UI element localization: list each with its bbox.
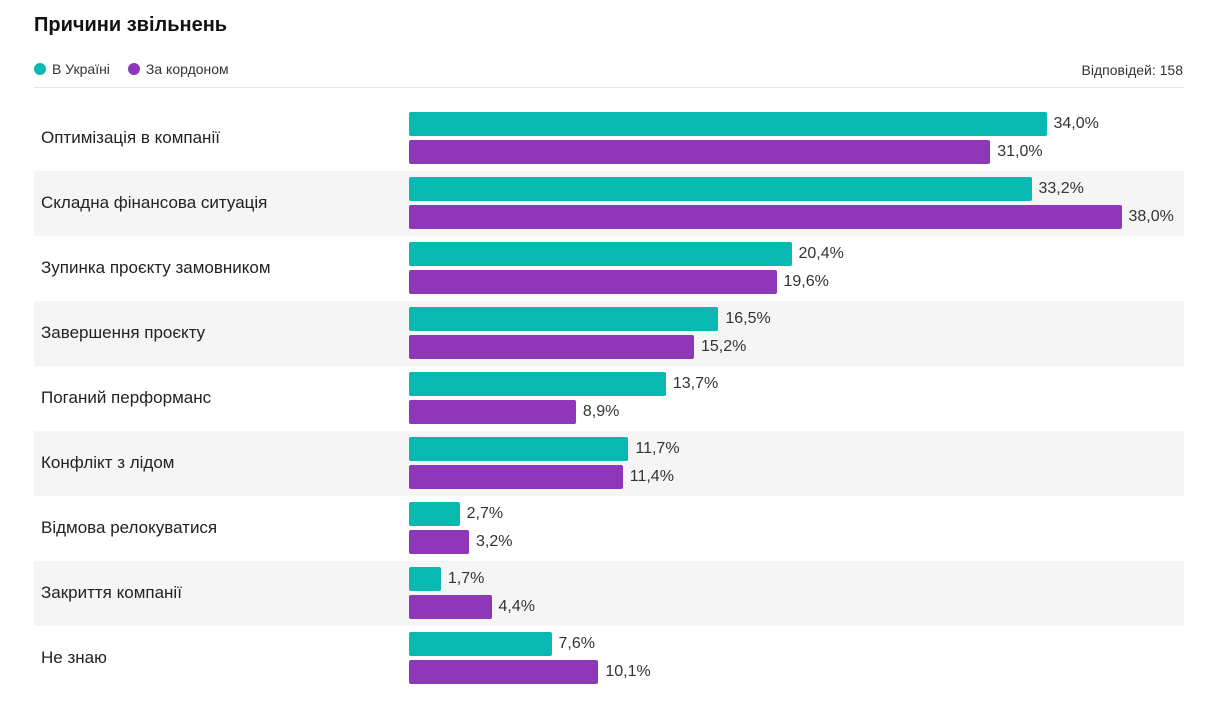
bar-abroad <box>409 465 623 489</box>
value-label-ukraine: 1,7% <box>447 570 485 587</box>
value-label-ukraine: 20,4% <box>798 245 844 262</box>
responses-count: Відповідей: 158 <box>1081 62 1183 78</box>
value-label-ukraine: 16,5% <box>725 310 771 327</box>
bar-ukraine <box>409 242 792 266</box>
category-label: Оптимізація в компанії <box>41 128 220 147</box>
category-label: Відмова релокуватися <box>41 518 218 537</box>
bar-ukraine <box>409 502 460 526</box>
category-label: Закриття компанії <box>41 583 182 602</box>
legend-label-ukraine: В Україні <box>52 61 110 77</box>
value-label-abroad: 38,0% <box>1128 208 1174 225</box>
legend-dot-abroad <box>127 63 140 75</box>
bar-ukraine <box>409 372 666 396</box>
chart-title: Причини звільнень <box>34 14 228 36</box>
value-label-abroad: 4,4% <box>498 598 535 615</box>
header-divider <box>34 87 1184 88</box>
category-label: Завершення проєкту <box>41 323 206 342</box>
row-background <box>34 561 1184 626</box>
bar-abroad <box>409 335 694 359</box>
legend-label-abroad: За кордоном <box>145 61 229 77</box>
value-label-ukraine: 2,7% <box>466 505 504 522</box>
legend-item-abroad: За кордоном <box>127 61 229 77</box>
legend-dot-ukraine <box>34 63 46 75</box>
category-label: Конфлікт з лідом <box>41 453 175 472</box>
bar-ukraine <box>409 567 441 591</box>
value-label-ukraine: 34,0% <box>1053 115 1099 132</box>
category-label: Поганий перформанс <box>41 388 212 407</box>
bar-abroad <box>409 595 492 619</box>
bar-abroad <box>409 660 599 684</box>
legend: В Україні За кордоном <box>34 61 247 77</box>
value-label-abroad: 19,6% <box>783 273 829 290</box>
bar-abroad <box>409 270 777 294</box>
value-label-ukraine: 11,7% <box>635 440 680 457</box>
value-label-abroad: 15,2% <box>701 338 747 355</box>
bar-ukraine <box>409 437 629 461</box>
bar-abroad <box>409 205 1122 229</box>
value-label-abroad: 31,0% <box>997 143 1043 160</box>
value-label-abroad: 8,9% <box>582 403 620 420</box>
value-label-abroad: 11,4% <box>629 468 674 485</box>
bar-abroad <box>409 400 576 424</box>
value-label-ukraine: 7,6% <box>558 635 595 652</box>
bar-ukraine <box>409 177 1032 201</box>
bar-ukraine <box>409 307 719 331</box>
category-label: Не знаю <box>41 648 107 667</box>
bar-ukraine <box>409 112 1047 136</box>
bar-chart: Оптимізація в компанії 34,0% 31,0% Складна … <box>34 106 1184 691</box>
value-label-abroad: 3,2% <box>476 533 513 550</box>
bar-abroad <box>409 530 469 554</box>
row-background <box>34 626 1184 691</box>
value-label-abroad: 10,1% <box>605 663 651 680</box>
bar-ukraine <box>409 632 552 656</box>
category-label: Зупинка проєкту замовником <box>41 258 271 277</box>
value-label-ukraine: 33,2% <box>1038 180 1084 197</box>
value-label-ukraine: 13,7% <box>672 375 719 392</box>
bar-abroad <box>409 140 991 164</box>
legend-item-ukraine: В Україні <box>34 61 110 77</box>
category-label: Складна фінансова ситуація <box>41 193 268 212</box>
